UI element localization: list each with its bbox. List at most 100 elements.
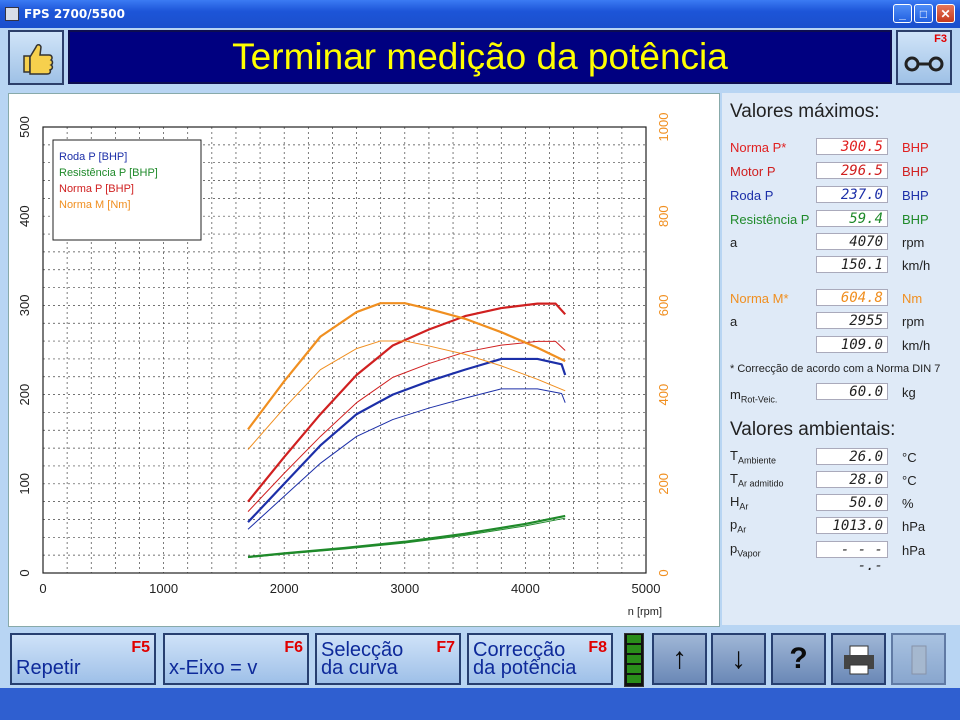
confirm-button[interactable] bbox=[8, 30, 64, 85]
scroll-up-button[interactable]: ↑ bbox=[652, 633, 707, 685]
ambient-row-label-sub: Ar bbox=[739, 501, 749, 512]
series-line bbox=[247, 357, 567, 523]
series-line-secondary bbox=[247, 340, 566, 450]
legend-box bbox=[52, 139, 202, 241]
max-row-label: a bbox=[730, 314, 738, 329]
series-line-secondary bbox=[247, 517, 566, 559]
max-row-unit: Nm bbox=[902, 291, 923, 306]
max-row-unit: rpm bbox=[902, 235, 925, 250]
series-line bbox=[247, 302, 566, 431]
page-title: Terminar medição da potência bbox=[68, 30, 892, 84]
max-row-unit: BHP bbox=[902, 212, 929, 227]
max-row-label: Motor P bbox=[730, 164, 776, 179]
arrow-up-icon: ↑ bbox=[672, 642, 687, 675]
series-line-secondary bbox=[247, 340, 566, 512]
x-tick-label: 3000 bbox=[390, 581, 419, 596]
function-button-f7[interactable]: F7 Selecção da curva bbox=[315, 633, 461, 685]
y-left-tick-label: 0 bbox=[17, 569, 32, 576]
chart-panel: 0 1000 2000 3000 4000 5000 n [rpm] 0 100 200 300 40… bbox=[8, 93, 720, 627]
legend-entry: Norma M [Nm] bbox=[59, 199, 131, 211]
legend-entry: Norma P [BHP] bbox=[59, 183, 134, 195]
function-button-f5[interactable]: F5 Repetir bbox=[10, 633, 156, 685]
y-right-tick-label: 600 bbox=[656, 295, 671, 317]
ambient-row-label: TAmbiente bbox=[730, 448, 776, 466]
function-key-label: F8 bbox=[588, 639, 607, 656]
help-button[interactable]: ? bbox=[771, 633, 826, 685]
exit-button[interactable] bbox=[891, 633, 946, 685]
ambient-row-unit: hPa bbox=[902, 543, 926, 558]
max-row-unit: km/h bbox=[902, 258, 931, 273]
ambient-row-value: 26.0 bbox=[816, 448, 888, 465]
mass-unit: kg bbox=[902, 385, 916, 400]
y-left-tick-label: 300 bbox=[17, 295, 32, 317]
f3-key-label: F3 bbox=[934, 33, 947, 45]
y-left-tick-label: 500 bbox=[17, 116, 32, 138]
ambient-row-label: pAr bbox=[730, 517, 747, 535]
y-left-tick-label: 200 bbox=[17, 384, 32, 406]
ambient-row-label-sub: Vapor bbox=[737, 548, 761, 559]
mass-label-sub: Rot-Veic. bbox=[740, 394, 778, 405]
max-values-title: Valores máximos: bbox=[730, 101, 880, 122]
max-row-unit: rpm bbox=[902, 314, 925, 329]
function-key-label: F6 bbox=[284, 639, 303, 656]
x-tick-label: 2000 bbox=[270, 581, 299, 596]
door-icon bbox=[911, 645, 926, 675]
x-tick-label: 0 bbox=[39, 581, 46, 596]
x-tick-label: 5000 bbox=[632, 581, 661, 596]
ambient-row-unit: hPa bbox=[902, 519, 926, 534]
help-icon: ? bbox=[789, 642, 808, 675]
close-button[interactable]: ✕ bbox=[936, 4, 955, 23]
app-icon[interactable] bbox=[5, 7, 19, 21]
legend-entry: Resistência P [BHP] bbox=[59, 167, 158, 179]
maximize-button[interactable]: □ bbox=[914, 4, 933, 23]
ambient-row-label: HAr bbox=[730, 494, 749, 512]
f3-connection-button[interactable]: F3 bbox=[896, 30, 952, 85]
max-row-value: 300.5 bbox=[816, 138, 888, 155]
function-button-label: Correcção da potência bbox=[473, 639, 577, 679]
correction-note: * Correcção de acordo com a Norma DIN 7 bbox=[730, 363, 941, 375]
max-row-value: 2955 bbox=[816, 312, 888, 329]
max-row-value: 109.0 bbox=[816, 336, 888, 353]
max-row-label: a bbox=[730, 235, 738, 250]
function-button-f6[interactable]: F6 x-Eixo = v bbox=[163, 633, 309, 685]
max-row-unit: km/h bbox=[902, 338, 931, 353]
y-right-tick-label: 400 bbox=[656, 384, 671, 406]
max-row-value: 604.8 bbox=[816, 289, 888, 306]
function-button-label: Repetir bbox=[16, 657, 81, 679]
x-axis-label: n [rpm] bbox=[628, 606, 662, 618]
max-row-unit: BHP bbox=[902, 164, 929, 179]
connection-icon bbox=[904, 56, 944, 72]
printer-icon bbox=[843, 645, 874, 675]
max-row-unit: BHP bbox=[902, 140, 929, 155]
max-row-value: 296.5 bbox=[816, 162, 888, 179]
function-key-label: F7 bbox=[436, 639, 455, 656]
function-key-label: F5 bbox=[131, 639, 150, 656]
ambient-row-unit: % bbox=[902, 496, 914, 511]
values-panel: Valores máximos: Norma P* 300.5 BHP Motor P… bbox=[722, 93, 960, 625]
max-row-label: Resistência P bbox=[730, 212, 810, 227]
ambient-row-label-sub: Ambiente bbox=[737, 455, 776, 466]
ambient-values-title: Valores ambientais: bbox=[730, 419, 896, 440]
y-left-tick-label: 100 bbox=[17, 473, 32, 495]
max-row-label: Norma P* bbox=[730, 140, 787, 155]
ambient-row-value: - - - -.- bbox=[816, 541, 888, 574]
minimize-button[interactable]: _ bbox=[893, 4, 912, 23]
ambient-row-label-sub: Ar admitido bbox=[737, 478, 784, 489]
max-row-unit: BHP bbox=[902, 188, 929, 203]
ambient-row-unit: °C bbox=[902, 450, 917, 465]
function-button-f8[interactable]: F8 Correcção da potência bbox=[467, 633, 613, 685]
function-button-label: x-Eixo = v bbox=[169, 657, 258, 679]
y-right-tick-label: 200 bbox=[656, 473, 671, 495]
y-right-tick-label: 0 bbox=[656, 569, 671, 576]
arrow-down-icon: ↓ bbox=[731, 642, 746, 675]
window-title-bar: FPS 2700/5500 _ □ ✕ bbox=[0, 0, 960, 28]
ambient-row-label: TAr admitido bbox=[730, 471, 784, 489]
x-tick-label: 4000 bbox=[511, 581, 540, 596]
print-button[interactable] bbox=[831, 633, 886, 685]
ambient-row-label-sub: Ar bbox=[737, 524, 747, 535]
ambient-row-value: 50.0 bbox=[816, 494, 888, 511]
y-right-tick-label: 800 bbox=[656, 205, 671, 227]
scroll-down-button[interactable]: ↓ bbox=[711, 633, 766, 685]
ambient-row-label: pVapor bbox=[730, 541, 761, 559]
